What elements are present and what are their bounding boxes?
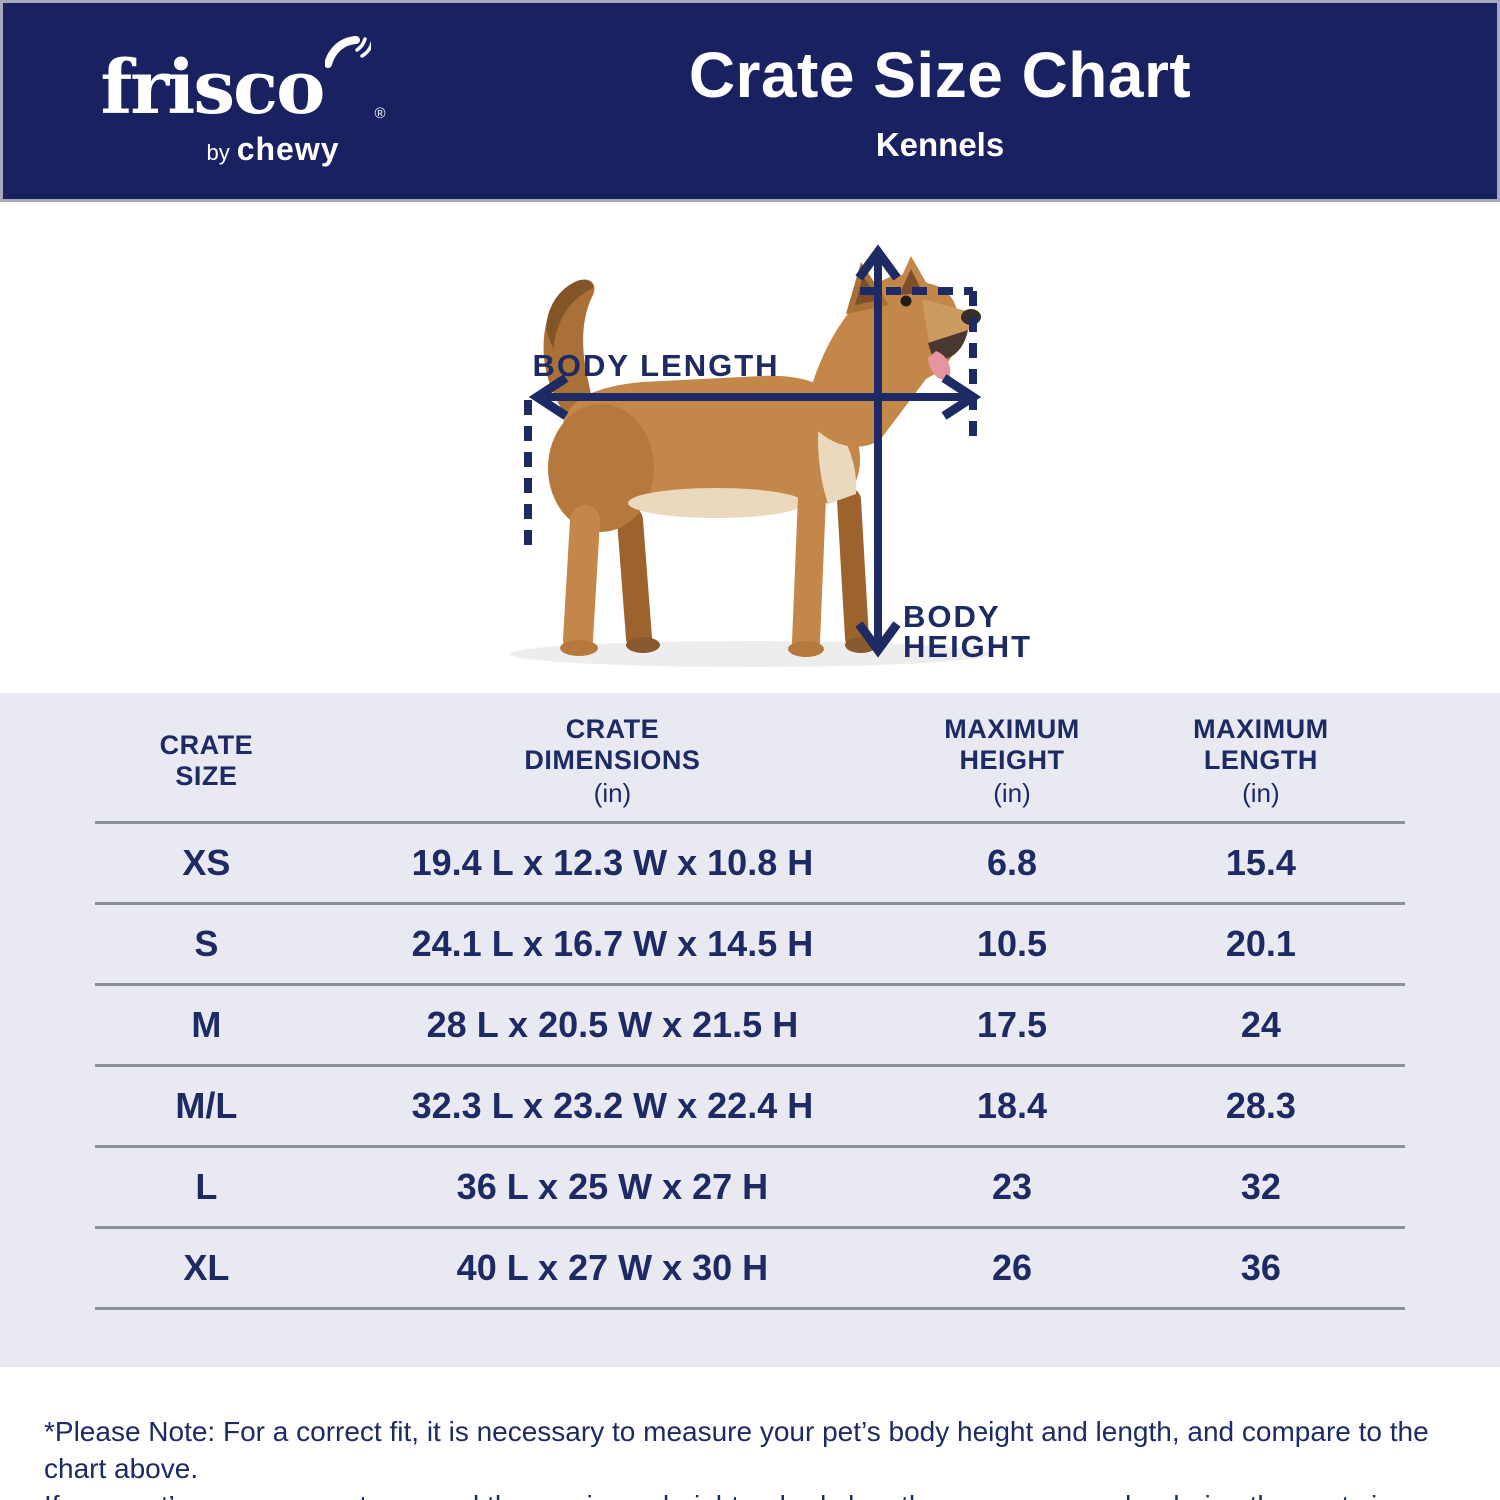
measurement-diagram: BODY LENGTH BODY HEIGHT	[0, 202, 1500, 693]
table-row-xs: XS 19.4 L x 12.3 W x 10.8 H 6.8 15.4	[95, 824, 1405, 905]
cell-crate-dimensions: 40 L x 27 W x 30 H	[456, 1247, 769, 1288]
frisco-wordmark: frisco	[100, 45, 325, 131]
tail-swoosh-icon	[324, 34, 375, 79]
cell-crate-size: XS	[182, 842, 231, 883]
cell-max-height: 26	[991, 1247, 1032, 1288]
column-header-crate-dimensions: CRATE DIMENSIONS (in)	[524, 714, 701, 809]
body-height-label-line1: BODY	[903, 599, 1001, 634]
cell-crate-size: M/L	[175, 1085, 238, 1126]
column-header-maximum-height: MAXIMUM HEIGHT (in)	[944, 714, 1080, 809]
dog-illustration	[543, 256, 981, 657]
column-header-maximum-length: MAXIMUM LENGTH (in)	[1193, 714, 1329, 809]
frisco-logo: frisco ® by chewy	[3, 34, 473, 168]
cell-max-length: 28.3	[1225, 1085, 1296, 1126]
cell-max-length: 24	[1240, 1004, 1281, 1045]
by-chewy-logo: by chewy	[206, 131, 339, 168]
crate-size-table: CRATE SIZE CRATE DIMENSIONS (in) MAXIMUM…	[95, 693, 1405, 1310]
chewy-wordmark: chewy	[236, 131, 340, 167]
registered-mark: ®	[374, 105, 386, 122]
title-block: Crate Size Chart Kennels	[473, 38, 1407, 164]
cell-max-length: 15.4	[1225, 842, 1296, 883]
table-row-m: M 28 L x 20.5 W x 21.5 H 17.5 24	[95, 986, 1405, 1067]
body-height-arrow	[855, 244, 901, 658]
page-title: Crate Size Chart	[688, 39, 1192, 111]
cell-crate-dimensions: 24.1 L x 16.7 W x 14.5 H	[411, 923, 814, 964]
footer: *Please Note: For a correct fit, it is n…	[0, 1367, 1500, 1500]
cell-max-height: 17.5	[976, 1004, 1048, 1045]
cell-max-height: 6.8	[986, 842, 1037, 883]
cell-max-height: 23	[991, 1166, 1032, 1207]
cell-crate-dimensions: 19.4 L x 12.3 W x 10.8 H	[411, 842, 814, 883]
footnote-line2: If your pet’s measurements exceed the ma…	[44, 1487, 1456, 1500]
page-subtitle: Kennels	[875, 126, 1005, 163]
byline-prefix: by	[206, 140, 230, 165]
body-length-arrow	[528, 374, 982, 420]
body-length-label: BODY LENGTH	[532, 348, 779, 383]
cell-crate-size: XL	[183, 1247, 230, 1288]
dog-measurement-illustration: BODY LENGTH BODY HEIGHT	[510, 244, 1032, 667]
table-header-row: CRATE SIZE CRATE DIMENSIONS (in) MAXIMUM…	[95, 693, 1405, 824]
cell-max-length: 20.1	[1225, 923, 1296, 964]
size-table-section: CRATE SIZE CRATE DIMENSIONS (in) MAXIMUM…	[0, 693, 1500, 1367]
table-row-xl: XL 40 L x 27 W x 30 H 26 36	[95, 1229, 1405, 1310]
body-height-label-line2: HEIGHT	[903, 629, 1032, 664]
header-banner: frisco ® by chewy Crate Size Chart Kenne…	[0, 0, 1500, 202]
cell-crate-size: L	[195, 1166, 218, 1207]
cell-max-height: 10.5	[976, 923, 1048, 964]
table-row-l: L 36 L x 25 W x 27 H 23 32	[95, 1148, 1405, 1229]
cell-crate-dimensions: 32.3 L x 23.2 W x 22.4 H	[411, 1085, 814, 1126]
table-row-s: S 24.1 L x 16.7 W x 14.5 H 10.5 20.1	[95, 905, 1405, 986]
column-header-crate-size: CRATE SIZE	[159, 729, 254, 791]
cell-crate-dimensions: 36 L x 25 W x 27 H	[456, 1166, 769, 1207]
cell-max-length: 32	[1240, 1166, 1281, 1207]
footnote-line1: *Please Note: For a correct fit, it is n…	[44, 1416, 1429, 1485]
cell-max-length: 36	[1240, 1247, 1281, 1288]
cell-crate-size: M	[191, 1004, 222, 1045]
cell-crate-size: S	[194, 923, 219, 964]
table-row-ml: M/L 32.3 L x 23.2 W x 22.4 H 18.4 28.3	[95, 1067, 1405, 1148]
cell-max-height: 18.4	[976, 1085, 1048, 1126]
cell-crate-dimensions: 28 L x 20.5 W x 21.5 H	[426, 1004, 799, 1045]
